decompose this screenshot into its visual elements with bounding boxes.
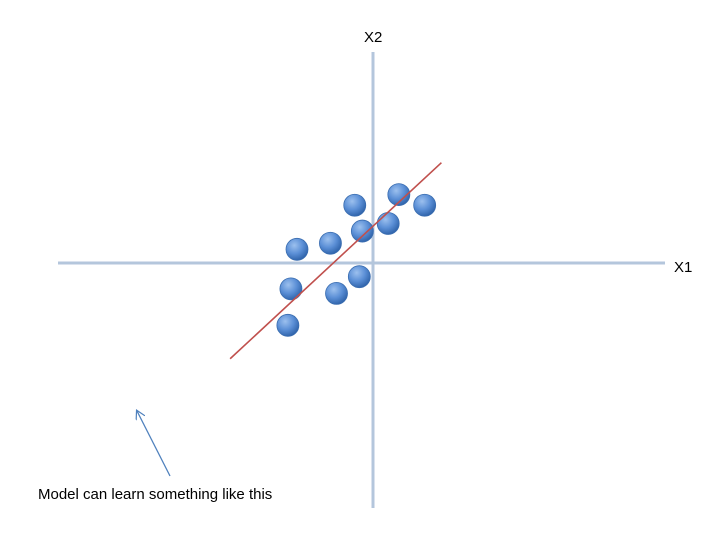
data-point (413, 193, 437, 217)
fit-line (229, 162, 442, 360)
data-point (343, 193, 367, 217)
data-point (347, 265, 371, 289)
data-point (376, 212, 400, 235)
data-point (279, 277, 303, 301)
data-points (276, 183, 437, 337)
fit-line-caption: Model can learn something like this (38, 486, 272, 503)
data-point (350, 219, 374, 243)
data-point (276, 313, 300, 337)
data-point (325, 281, 348, 305)
callout-arrow (137, 411, 171, 477)
data-point (387, 183, 411, 207)
data-point (285, 237, 309, 261)
data-point (319, 231, 342, 255)
x-axis-label: X1 (674, 259, 692, 276)
y-axis-label: X2 (364, 29, 382, 46)
